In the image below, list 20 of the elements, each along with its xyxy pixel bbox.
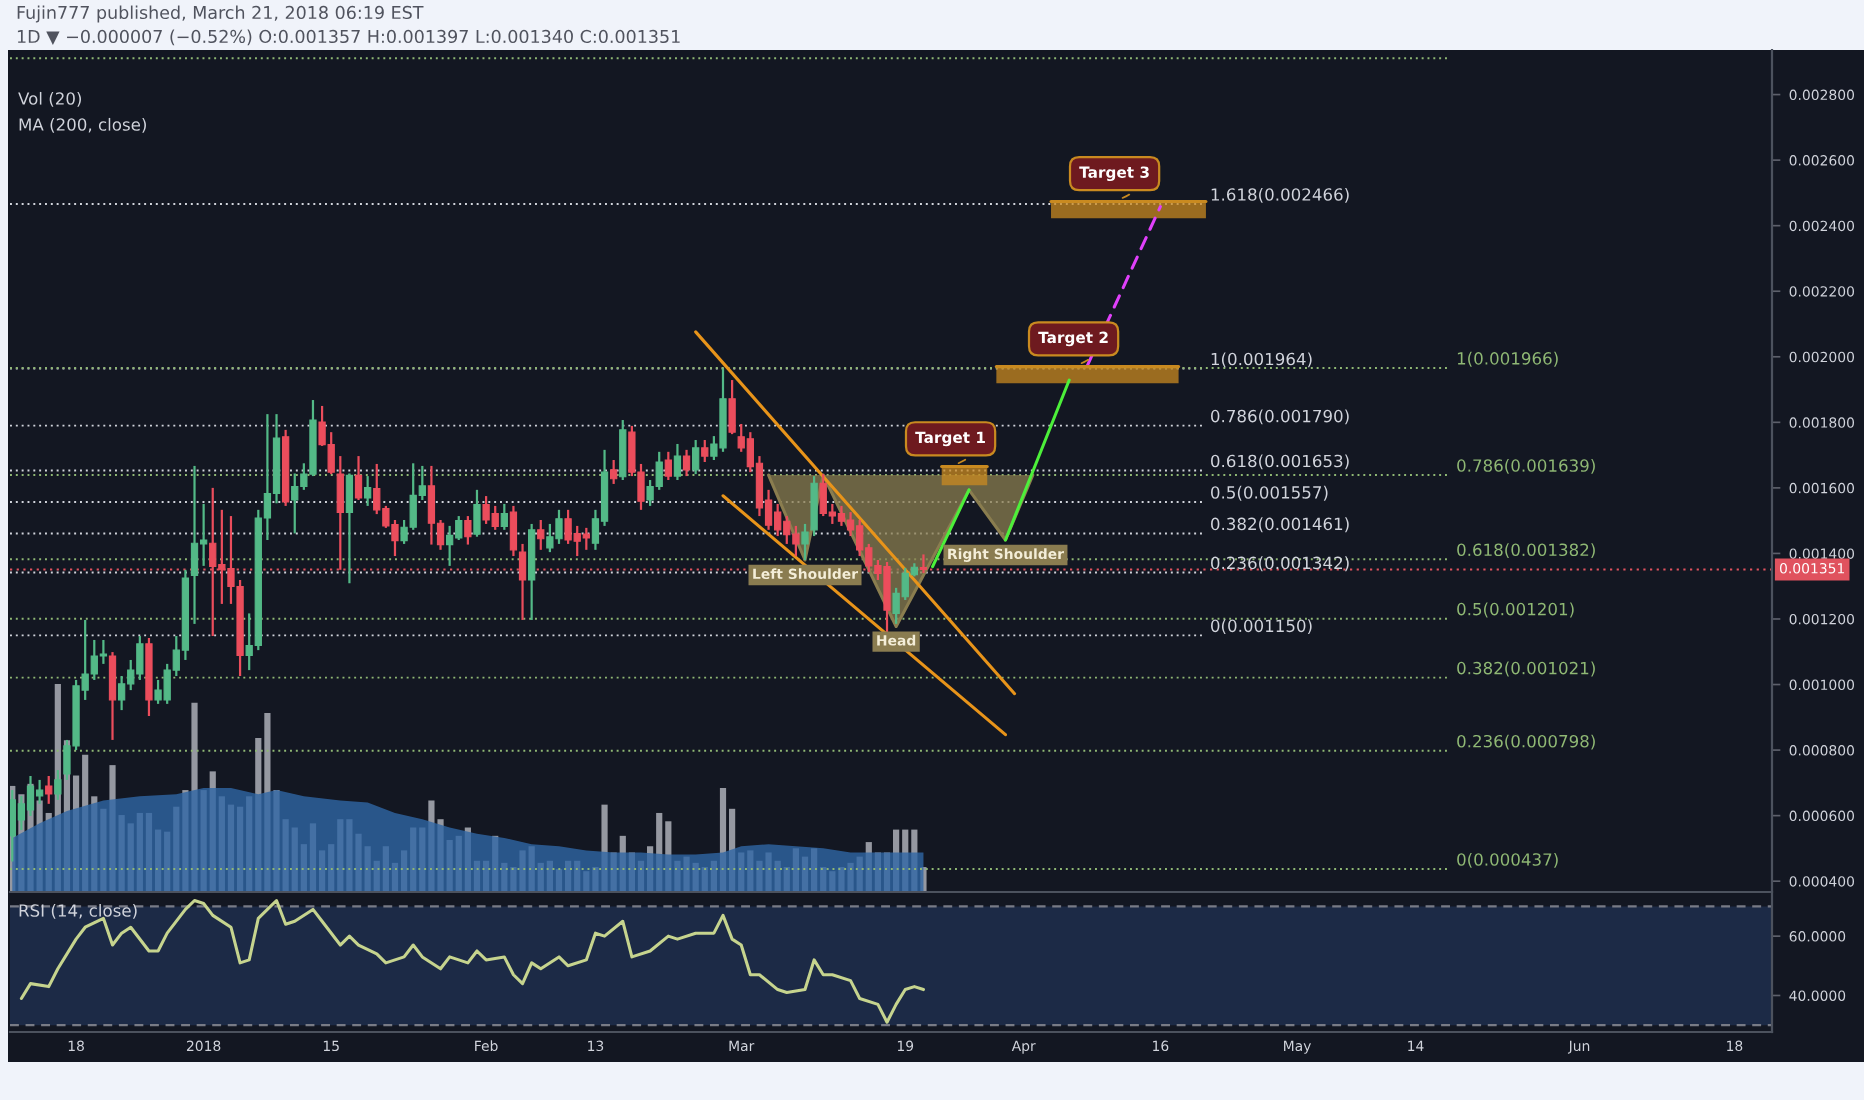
ref-line-label: 0.618(0.001653) <box>1211 454 1349 470</box>
chart-subtitle: 1D ▼ −0.000007 (−0.52%) O:0.001357 H:0.001397 L:0.001340 C:0.001351 <box>17 29 680 46</box>
ref-line-label: 0.786(0.001639) <box>1457 458 1595 474</box>
ref-line-label: 0.382(0.001461) <box>1211 517 1349 533</box>
ref-line-label: 0.5(0.001201) <box>1457 602 1574 618</box>
ref-line-label: 1(0.001966) <box>1457 351 1558 367</box>
chart-title: Vol (20) <box>18 91 82 107</box>
ref-line-label: 0.5(0.001557) <box>1211 485 1328 501</box>
annotation: MA (200, close) <box>19 117 146 133</box>
ref-line-label: 0(0.001150) <box>1211 619 1312 635</box>
ref-line-label: 0.786(0.001790) <box>1211 409 1349 425</box>
ref-line-label: 0.382(0.001021) <box>1457 661 1595 677</box>
ref-line-label: 0.618(0.001382) <box>1457 543 1595 559</box>
chart-title: Fujin777 published, March 21, 2018 06:19 EST <box>17 5 424 23</box>
text: RSI (14, close) <box>19 903 137 919</box>
ref-line-label: 0.236(0.000798) <box>1457 734 1595 750</box>
ref-line-label: 0.236(0.001342) <box>1211 556 1349 572</box>
ref-line-label: 1.618(0.002466) <box>1211 187 1349 203</box>
ref-line-label: 1(0.001964) <box>1211 352 1312 368</box>
ref-line-label: 0(0.000437) <box>1457 852 1558 868</box>
